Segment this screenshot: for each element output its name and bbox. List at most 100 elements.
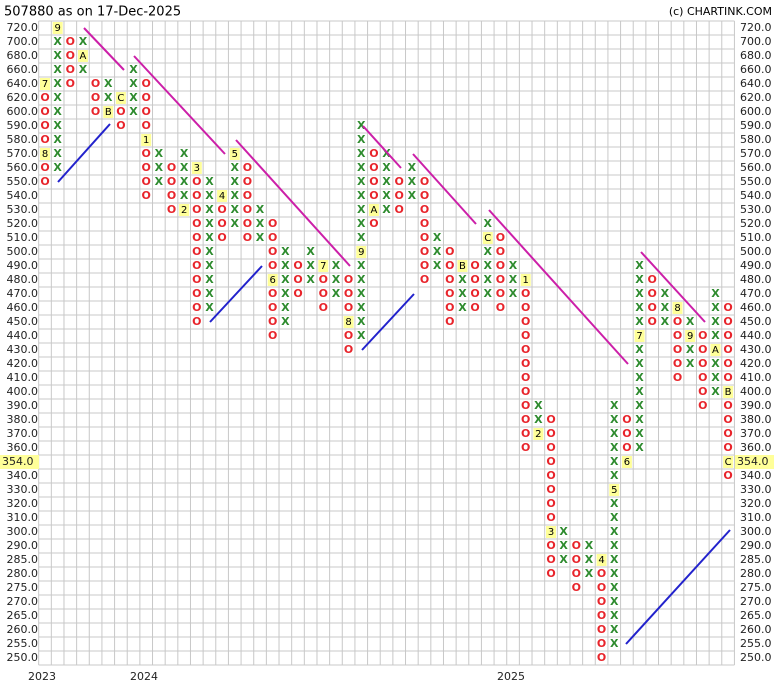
x-box: X (79, 63, 88, 76)
y-tick-label-right: 620.0 (740, 91, 772, 104)
resistance-line (83, 27, 125, 71)
o-box: O (395, 175, 404, 188)
month-marker-box (267, 274, 278, 286)
month-marker-box (179, 204, 190, 216)
y-tick-label-right: 560.0 (740, 161, 772, 174)
x-box: X (53, 105, 62, 118)
y-tick-label: 520.0 (7, 217, 39, 230)
x-box: X (686, 357, 695, 370)
y-tick-label: 370.0 (7, 427, 39, 440)
o-box: O (521, 413, 530, 426)
support-line (361, 293, 415, 351)
x-year-label: 2024 (130, 670, 158, 683)
o-box: O (521, 371, 530, 384)
x-box: X (332, 273, 341, 286)
y-tick-label-right: 250.0 (740, 651, 772, 664)
month-marker-box (596, 554, 607, 566)
o-box: O (268, 245, 277, 258)
x-box: X (205, 287, 214, 300)
y-tick-label-right: 285.0 (740, 553, 772, 566)
o-box: O (445, 315, 454, 328)
x-year-label: 2025 (497, 670, 525, 683)
x-box: X (357, 133, 366, 146)
x-box: X (661, 287, 670, 300)
resistance-line (133, 55, 226, 155)
o-box: O (521, 427, 530, 440)
month-marker: 5 (611, 485, 617, 496)
y-tick-label: 430.0 (7, 343, 39, 356)
y-tick-label: 490.0 (7, 259, 39, 272)
y-tick-label: 290.0 (7, 539, 39, 552)
columns: 7OOOO8OO9XXXXXXXXXXOOOOXAXOOOXXBCOOXXXXO… (40, 22, 734, 664)
month-marker-box (457, 260, 468, 272)
o-box: O (369, 217, 378, 230)
y-tick-label: 310.0 (7, 511, 39, 524)
y-tick-label: 440.0 (7, 329, 39, 342)
y-tick-label: 300.0 (7, 525, 39, 538)
month-marker-box (723, 386, 734, 398)
x-box: X (180, 189, 189, 202)
x-box: X (155, 175, 164, 188)
x-box: X (357, 329, 366, 342)
o-box: O (192, 301, 201, 314)
o-box: O (496, 273, 505, 286)
last-price-box (0, 455, 39, 469)
x-box: X (382, 175, 391, 188)
x-box: X (53, 35, 62, 48)
o-box: O (91, 91, 100, 104)
x-box: X (306, 245, 315, 258)
x-box: X (635, 441, 644, 454)
o-box: O (142, 175, 151, 188)
o-box: O (66, 35, 75, 48)
o-box: O (698, 371, 707, 384)
o-box: O (344, 301, 353, 314)
y-tick-label: 255.0 (7, 637, 39, 650)
x-box: X (357, 301, 366, 314)
y-tick-label: 390.0 (7, 399, 39, 412)
x-box: X (610, 469, 619, 482)
o-box: O (192, 231, 201, 244)
x-box: X (585, 539, 594, 552)
o-box: O (496, 287, 505, 300)
x-box: X (635, 259, 644, 272)
o-box: O (142, 105, 151, 118)
o-box: O (293, 287, 302, 300)
x-box: X (635, 273, 644, 286)
x-box: X (534, 413, 543, 426)
month-marker: B (725, 387, 732, 398)
x-box: X (408, 161, 417, 174)
o-box: O (597, 595, 606, 608)
month-marker: 9 (54, 23, 60, 34)
x-box: X (382, 161, 391, 174)
resistance-line (412, 153, 477, 225)
last-price-box (735, 455, 774, 469)
y-tick-label: 580.0 (7, 133, 39, 146)
credit: (c) CHARTINK.COM (669, 5, 772, 18)
o-box: O (597, 637, 606, 650)
o-box: O (445, 301, 454, 314)
o-box: O (66, 49, 75, 62)
y-tick-label-right: 340.0 (740, 469, 772, 482)
o-box: O (723, 343, 732, 356)
month-marker-box (103, 106, 114, 118)
month-marker-box (710, 344, 721, 356)
x-box: X (53, 133, 62, 146)
month-marker-box (685, 330, 696, 342)
o-box: O (673, 315, 682, 328)
x-box: X (711, 357, 720, 370)
o-box: O (572, 567, 581, 580)
y-tick-label: 680.0 (7, 49, 39, 62)
x-box: X (53, 91, 62, 104)
y-tick-label: 260.0 (7, 623, 39, 636)
x-box: X (357, 203, 366, 216)
o-box: O (546, 427, 555, 440)
y-tick-label-right: 310.0 (740, 511, 772, 524)
month-marker-box (356, 246, 367, 258)
x-box: X (205, 259, 214, 272)
month-marker: 9 (358, 247, 364, 258)
o-box: O (167, 189, 176, 202)
o-box: O (723, 329, 732, 342)
o-box: O (142, 147, 151, 160)
o-box: O (268, 287, 277, 300)
